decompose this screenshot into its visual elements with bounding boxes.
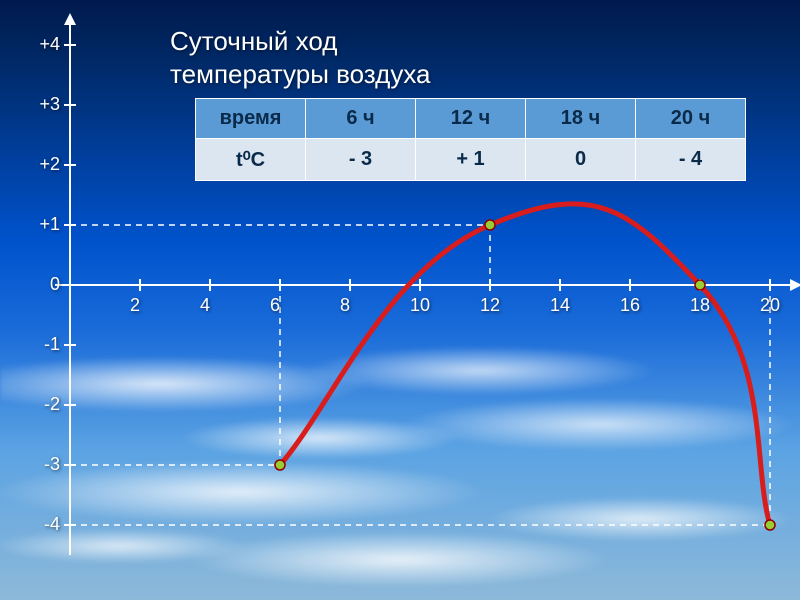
y-tick-label: +1 xyxy=(30,214,60,235)
temperature-curve xyxy=(280,204,770,525)
y-tick-label: -4 xyxy=(30,514,60,535)
y-axis-arrow xyxy=(64,13,76,25)
y-tick-label: 0 xyxy=(30,274,60,295)
x-tick-label: 8 xyxy=(340,295,350,316)
data-point-marker xyxy=(485,220,495,230)
x-tick-label: 10 xyxy=(410,295,430,316)
chart-area: +4 +3 +2 +1 0 -1 -2 -3 -4 2 4 6 8 10 12 14 16 18 20 xyxy=(0,0,800,600)
x-tick-label: 18 xyxy=(690,295,710,316)
x-tick-label: 4 xyxy=(200,295,210,316)
x-tick-label: 20 xyxy=(760,295,780,316)
data-point-marker xyxy=(695,280,705,290)
y-tick-label: -3 xyxy=(30,454,60,475)
x-axis-arrow xyxy=(790,279,800,291)
y-tick-label: +2 xyxy=(30,154,60,175)
x-tick-label: 6 xyxy=(270,295,280,316)
y-tick-label: +3 xyxy=(30,94,60,115)
y-tick-label: -1 xyxy=(30,334,60,355)
data-point-marker xyxy=(275,460,285,470)
x-tick-label: 16 xyxy=(620,295,640,316)
chart-svg xyxy=(0,0,800,600)
x-tick-label: 2 xyxy=(130,295,140,316)
y-tick-label: +4 xyxy=(30,34,60,55)
data-point-marker xyxy=(765,520,775,530)
x-tick-label: 14 xyxy=(550,295,570,316)
y-tick-label: -2 xyxy=(30,394,60,415)
x-tick-label: 12 xyxy=(480,295,500,316)
